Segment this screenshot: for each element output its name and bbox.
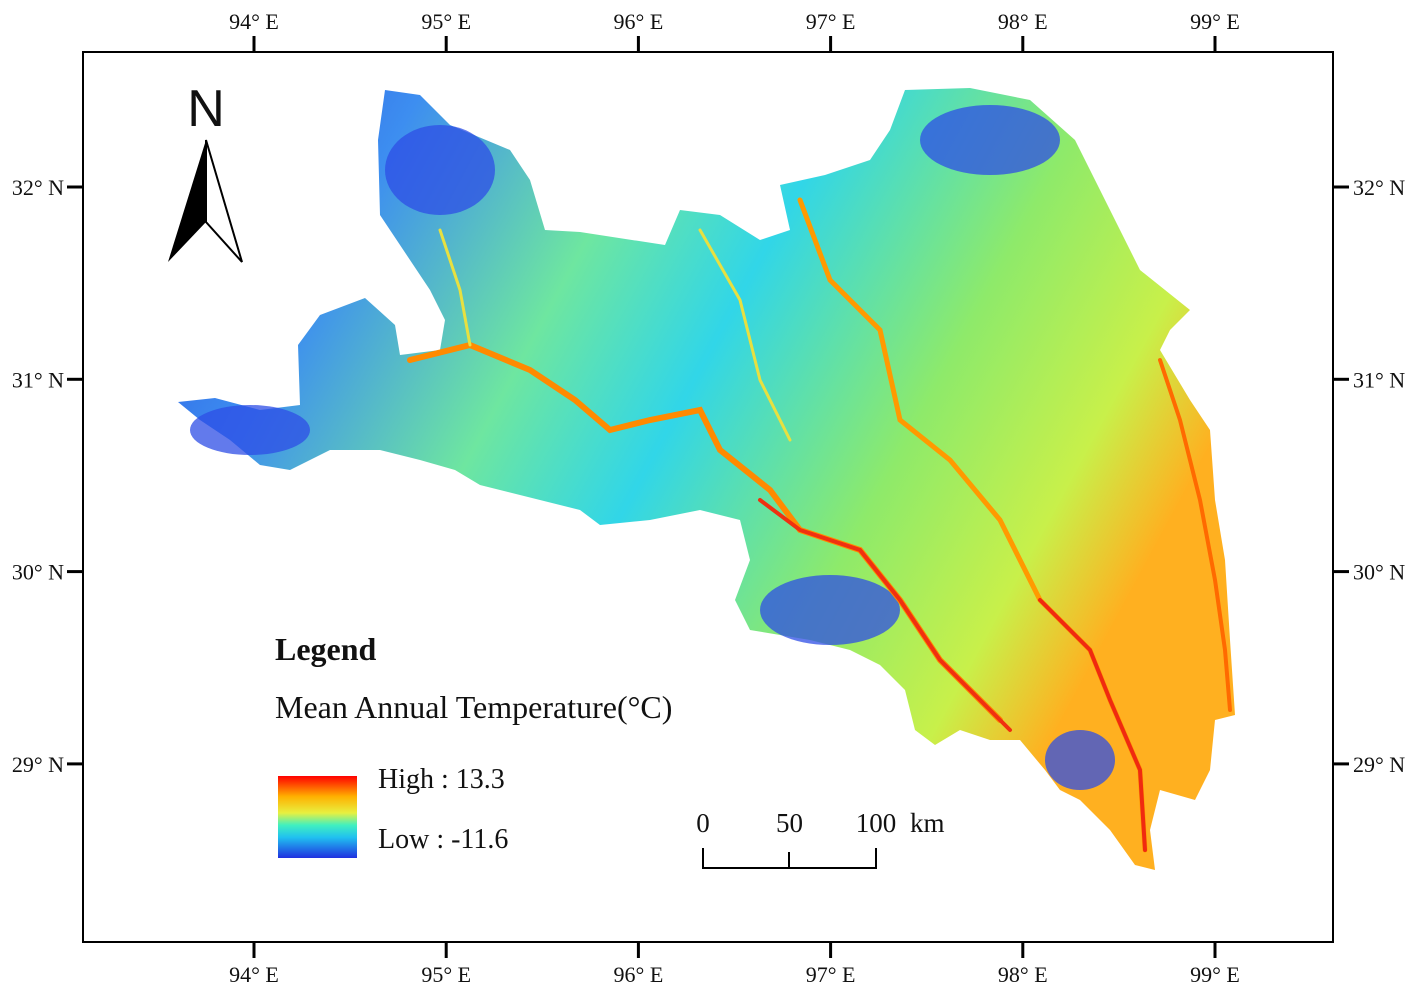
lat-label-left: 29° N (12, 752, 64, 777)
legend-title: Mean Annual Temperature(°C) (275, 689, 672, 725)
lat-label-right: 32° N (1353, 175, 1405, 200)
lon-label-bottom: 94° E (229, 962, 279, 987)
lat-label-right: 29° N (1353, 752, 1405, 777)
lon-label-bottom: 95° E (421, 962, 471, 987)
legend-color-bar (278, 776, 357, 858)
legend-heading: Legend (275, 631, 377, 667)
lon-label-top: 99° E (1190, 9, 1240, 34)
lon-label-top: 97° E (806, 9, 856, 34)
lon-label-bottom: 97° E (806, 962, 856, 987)
lon-label-top: 96° E (614, 9, 664, 34)
lat-label-right: 31° N (1353, 367, 1405, 392)
lon-label-bottom: 99° E (1190, 962, 1240, 987)
lat-label-left: 32° N (12, 175, 64, 200)
lon-label-bottom: 96° E (614, 962, 664, 987)
lat-label-right: 30° N (1353, 560, 1405, 585)
scale-label: 0 (696, 808, 710, 838)
north-label: N (187, 80, 225, 138)
legend-low: Low : -11.6 (378, 824, 508, 855)
lon-label-bottom: 98° E (998, 962, 1048, 987)
map: 94° E 94° E 95° E 95° E 96° E 96° E 97° E 97° E… (0, 0, 1428, 990)
scale-label: 100 (856, 808, 897, 838)
scale-unit: km (910, 808, 945, 838)
lat-label-left: 30° N (12, 560, 64, 585)
lon-label-top: 98° E (998, 9, 1048, 34)
lon-label-top: 94° E (229, 9, 279, 34)
scale-label: 50 (776, 808, 803, 838)
lon-label-top: 95° E (421, 9, 471, 34)
lat-label-left: 31° N (12, 367, 64, 392)
legend-high: High : 13.3 (378, 764, 505, 795)
